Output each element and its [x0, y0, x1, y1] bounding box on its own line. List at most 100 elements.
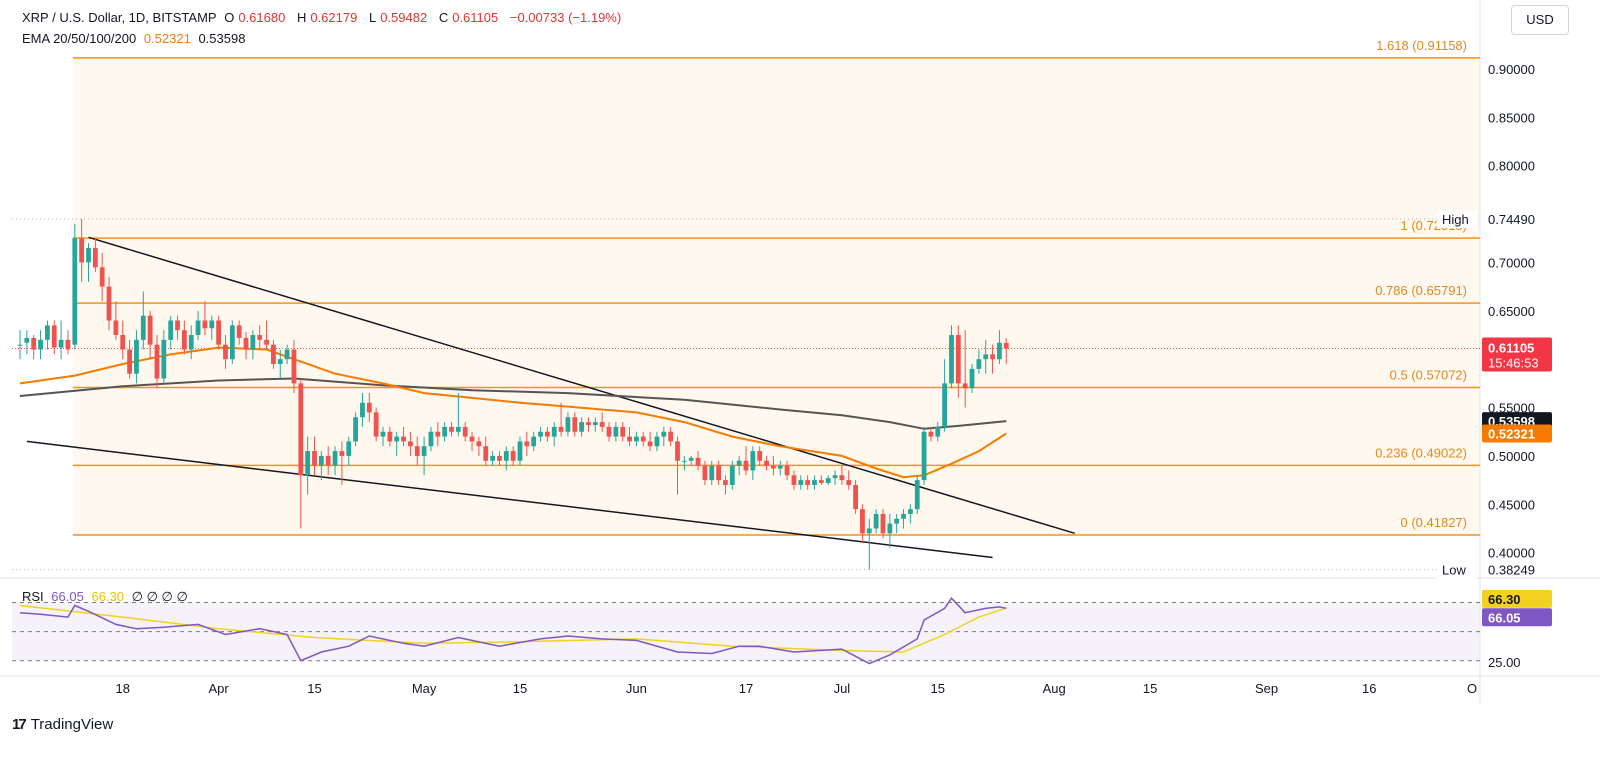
candle-body [353, 417, 359, 442]
candle-body [702, 465, 708, 481]
candle-body [360, 402, 365, 418]
candle-body [565, 417, 571, 432]
candle-body [599, 422, 605, 427]
candle-body [394, 436, 400, 442]
candle-body [92, 247, 98, 268]
candle-body [223, 344, 228, 360]
candle-body [955, 335, 961, 384]
candle-body [620, 426, 626, 437]
candle-body [853, 484, 858, 510]
candle-body [640, 436, 646, 442]
time-tick-label: May [412, 681, 437, 696]
candle-body [168, 320, 174, 340]
low-label: L [368, 10, 377, 25]
candle-body [305, 451, 311, 476]
rsi-placeholders: ∅ ∅ ∅ ∅ [131, 589, 188, 604]
candle-body [140, 315, 146, 340]
candle-body [250, 335, 256, 350]
candle-body [312, 451, 317, 466]
currency-button[interactable]: USD [1511, 5, 1569, 35]
candle-body [339, 451, 345, 456]
ema-value-2: 0.53598 [198, 31, 246, 46]
candle-body [134, 339, 139, 374]
candle-body [455, 426, 461, 432]
candle-body [373, 412, 379, 437]
candle-body [791, 475, 797, 485]
candle-body [928, 431, 934, 437]
candle-body [770, 465, 776, 469]
time-tick-label: 17 [739, 681, 753, 696]
price-tick-label: 0.40000 [1488, 546, 1535, 561]
candle-body [503, 451, 509, 461]
high-value: 0.74490 [1488, 212, 1535, 227]
candle-body [531, 436, 537, 447]
candle-body [613, 426, 619, 437]
candle-body [866, 528, 872, 534]
candle-body [777, 465, 783, 469]
candle-body [935, 426, 941, 437]
candle-body [517, 441, 523, 461]
high-label: H [296, 10, 307, 25]
candle-body [962, 383, 968, 389]
tradingview-logo[interactable]: 17 TradingView [12, 716, 113, 733]
candle-body [743, 460, 749, 471]
fib-label: 0.236 (0.49022) [1375, 445, 1467, 460]
candle-body [24, 337, 30, 343]
candle-body [243, 337, 249, 350]
rsi-badge-value: 66.30 [1488, 592, 1521, 607]
candle-body [983, 354, 989, 360]
candle-body [723, 480, 728, 485]
candle-body [120, 335, 126, 350]
candle-body [997, 342, 1002, 360]
fib-label: 0.5 (0.57072) [1390, 368, 1467, 383]
candle-body [709, 465, 715, 481]
fib-label: 1.618 (0.91158) [1376, 38, 1467, 53]
price-tick-label: 0.85000 [1488, 110, 1535, 125]
candle-body [195, 320, 201, 336]
candle-body [469, 436, 475, 442]
candle-body [544, 431, 550, 437]
candle-body [538, 431, 543, 437]
candle-body [681, 460, 687, 462]
candle-body [236, 325, 242, 338]
candle-body [366, 402, 372, 413]
rsi-band [12, 602, 1480, 661]
candle-body [860, 509, 865, 534]
candle-body [216, 320, 222, 345]
candle-body [736, 460, 742, 466]
candle-body [264, 339, 269, 345]
candle-body [976, 359, 982, 369]
candle-body [846, 480, 852, 485]
candle-body [716, 465, 722, 481]
candle-body [17, 344, 23, 346]
time-tick-label: Jun [626, 681, 647, 696]
open-value: 0.61680 [238, 10, 286, 25]
open-label: O [224, 10, 235, 25]
candle-body [421, 446, 427, 456]
candle-body [914, 480, 920, 510]
low-value: 0.59482 [380, 10, 428, 25]
candle-body [175, 320, 180, 331]
candle-body [880, 513, 886, 534]
time-tick-label: Jul [834, 681, 851, 696]
candle-body [298, 383, 304, 476]
candle-body [284, 349, 290, 360]
candle-body [805, 480, 811, 485]
ema-badge-value: 0.52321 [1488, 426, 1535, 441]
rsi-legend: RSI 66.05 66.30 ∅ ∅ ∅ ∅ [22, 589, 192, 605]
candle-body [729, 465, 735, 485]
candle-body [154, 344, 160, 379]
candle-body [65, 339, 71, 350]
time-tick-label: 16 [1362, 681, 1376, 696]
candle-body [435, 431, 441, 437]
low-value: 0.38249 [1488, 563, 1535, 578]
last-price-value: 0.61105 [1488, 341, 1534, 356]
candle-body [839, 475, 845, 481]
candle-body [51, 325, 57, 348]
candle-body [277, 359, 283, 365]
candle-body [497, 455, 502, 461]
candle-body [387, 431, 393, 442]
candle-body [572, 417, 578, 432]
candle-body [346, 441, 352, 456]
